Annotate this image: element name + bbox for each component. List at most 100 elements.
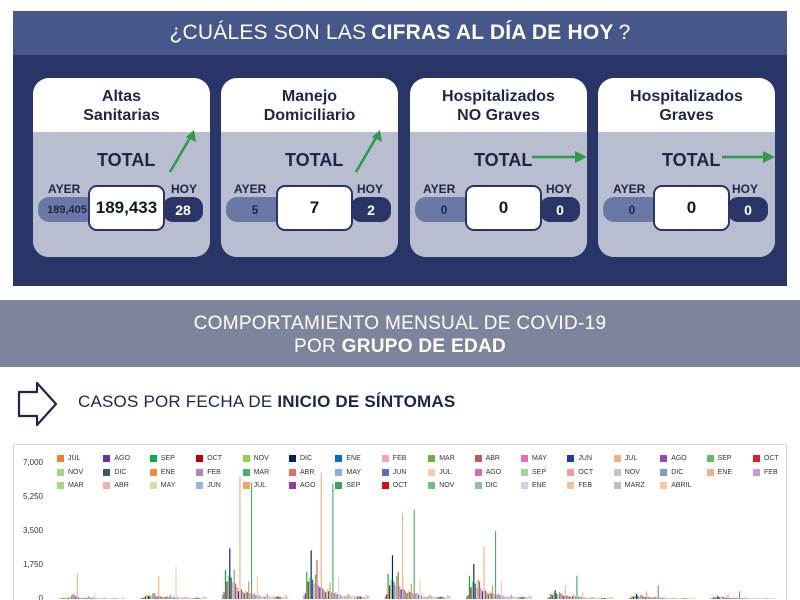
chart-bar [638, 596, 640, 599]
chart-bar [612, 597, 614, 599]
legend-swatch [567, 455, 575, 462]
chart-bar [384, 595, 386, 599]
title-prefix: ¿CUÁLES SON LAS [169, 21, 367, 44]
chart-bar [203, 596, 205, 599]
chart-bar [481, 591, 484, 599]
card-title-line1: Manejo [281, 87, 338, 105]
total-label: TOTAL [474, 150, 533, 170]
chart-bar [191, 597, 193, 599]
chart-bar [394, 585, 396, 599]
chart-bar [587, 597, 590, 599]
chart-bar [320, 472, 322, 599]
chart-bar [155, 595, 157, 599]
chart-bar [178, 597, 180, 599]
legend-label: DIC [300, 455, 313, 462]
chart-bar [571, 596, 574, 599]
chart-bar [356, 596, 359, 599]
legend-item: MAY [335, 469, 361, 476]
legend-item: AGO [103, 455, 130, 462]
legend-swatch [196, 482, 204, 489]
chart-bar [400, 589, 402, 599]
hoy-value: 0 [540, 197, 580, 222]
chart-bar [275, 597, 277, 599]
chart-bar [59, 598, 61, 599]
chart-bar [330, 592, 333, 599]
chart-bar [117, 598, 119, 599]
chart-bar [278, 596, 280, 599]
legend-item: DIC [474, 482, 498, 489]
chart-bar [506, 596, 508, 599]
chart-bar [746, 598, 748, 599]
chart-bar [108, 598, 110, 599]
chart-bar [556, 593, 558, 599]
legend-label: ENE [160, 469, 176, 476]
chart-bar [187, 597, 189, 599]
legend-swatch [428, 482, 436, 489]
chart-bar [765, 598, 767, 599]
chart-bar [663, 594, 665, 599]
chart-bar [468, 575, 471, 599]
chart-bar [685, 598, 687, 599]
legend-item: ABR [103, 482, 129, 489]
chart-bar [105, 598, 107, 599]
chart-bar [640, 595, 642, 599]
chart-bar [274, 596, 276, 599]
chart-bar [361, 596, 363, 599]
total-value: 0 [465, 185, 542, 231]
legend-swatch [660, 482, 668, 489]
legend-swatch [753, 455, 760, 462]
chart-bar [560, 593, 562, 599]
chart-bar [753, 598, 755, 599]
chart-bar [326, 589, 328, 599]
legend-swatch [289, 482, 296, 489]
chart-bar [204, 596, 206, 599]
chart-plot [59, 472, 777, 599]
chart-bar [433, 596, 436, 599]
chart-bar [483, 546, 485, 599]
chart-bar [189, 597, 192, 599]
chart-bar [656, 597, 658, 599]
chart-bar [99, 597, 102, 599]
chart-bar [272, 596, 274, 599]
legend-swatch [474, 469, 482, 476]
chart-bar [496, 594, 498, 599]
legend-swatch [613, 482, 621, 489]
legend-label: JUL [68, 455, 81, 462]
chart-bar [152, 592, 154, 599]
chart-bar [419, 579, 421, 599]
chart-bar [445, 596, 447, 599]
chart-bar [500, 581, 502, 599]
y-tick-label: 1,750 [22, 560, 43, 569]
chart-bar [352, 595, 354, 599]
chart-bar [409, 592, 411, 599]
legend-swatch [474, 455, 482, 462]
chart-bar [593, 597, 595, 599]
chart-bar [667, 598, 669, 599]
chart-bar [423, 596, 425, 599]
chart-bar [449, 596, 452, 599]
legend-item: AGO [474, 469, 501, 476]
chart-bar [436, 596, 438, 599]
chart-bar [195, 597, 197, 599]
chart-bar [255, 595, 257, 599]
chart-bar [243, 593, 245, 599]
chart-bar [245, 590, 247, 599]
chart-bar [609, 597, 611, 599]
chart-bar [439, 596, 441, 599]
chart-bar [420, 595, 423, 599]
chart-bar [358, 595, 360, 599]
chart-bar [232, 581, 234, 599]
chart-bar [174, 597, 176, 599]
chart-bar [233, 569, 235, 599]
chart-bar [98, 598, 100, 599]
chart-bar [354, 596, 356, 599]
legend-item: ENE [149, 469, 176, 476]
chart-bar [89, 597, 91, 599]
chart-bar [573, 594, 575, 599]
chart-bar [465, 596, 468, 599]
chart-bar [600, 598, 603, 599]
ayer-value: 0 [415, 197, 473, 222]
chart-bar [198, 597, 200, 599]
legend-label: MAR [439, 455, 455, 462]
chart-bar [142, 597, 144, 599]
